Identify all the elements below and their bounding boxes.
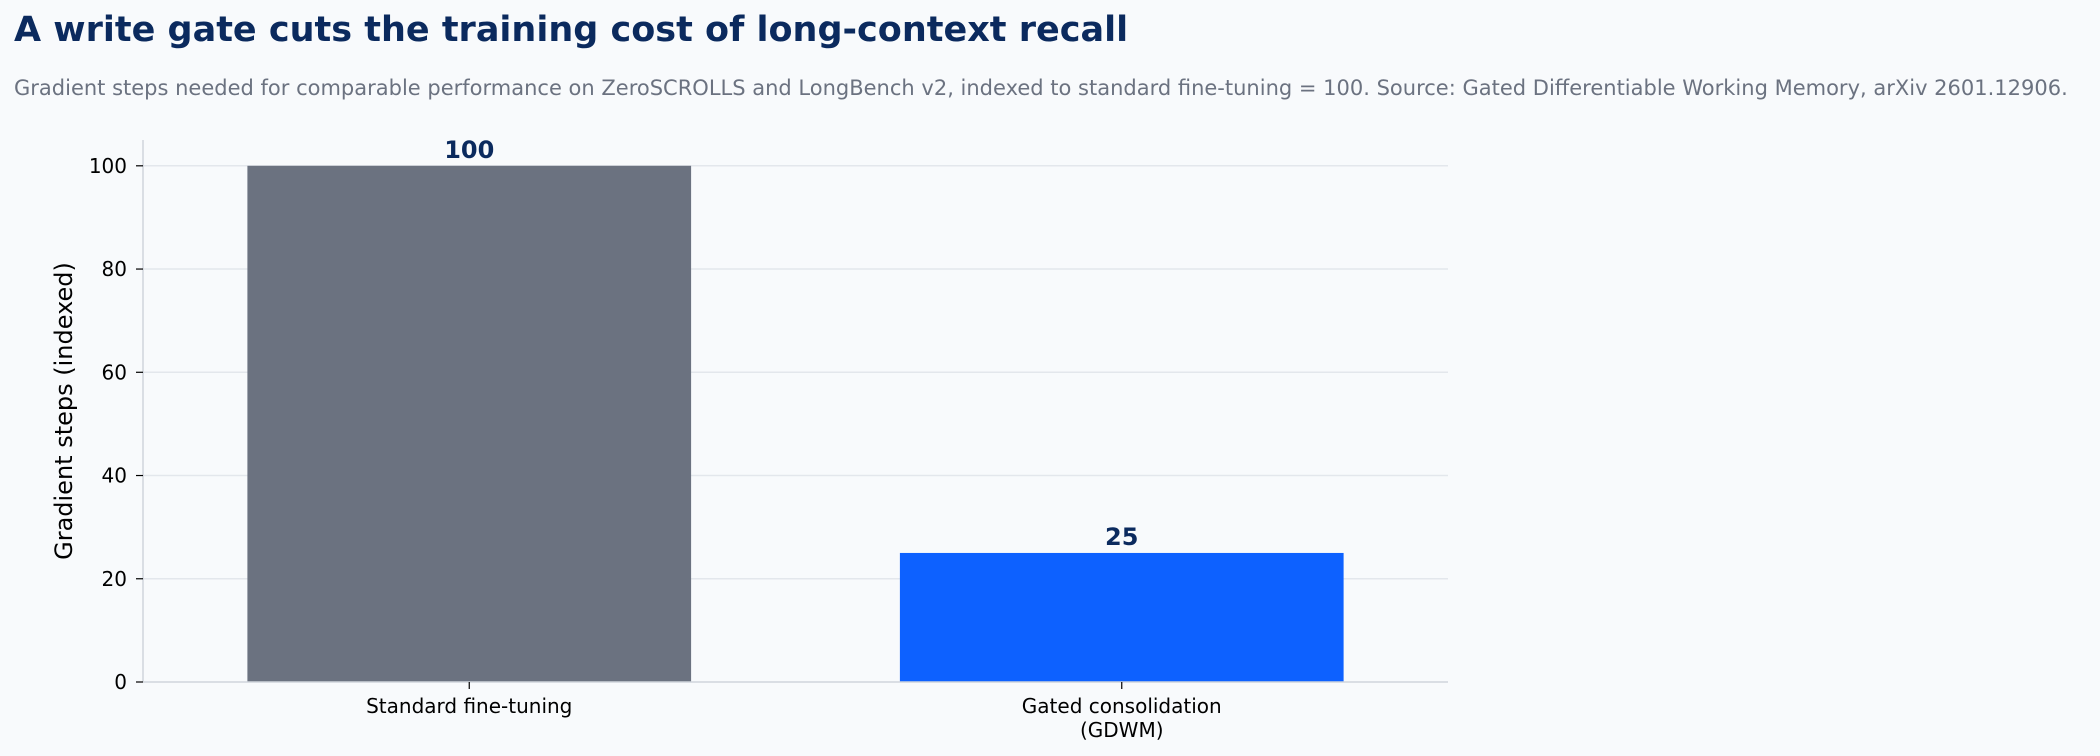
axes [142, 140, 1448, 683]
y-tick-label: 0 [114, 670, 127, 694]
value-label: 100 [444, 136, 494, 164]
value-labels: 100 25 [444, 136, 1138, 551]
bars [247, 165, 1344, 683]
x-tick-label: Gated consolidation [1022, 694, 1222, 718]
x-ticks: Standard fine-tuning Gated consolidation(… [366, 682, 1222, 742]
y-tick-label: 20 [102, 567, 127, 591]
y-tick-label: 100 [89, 154, 127, 178]
x-tick-label: Standard fine-tuning [366, 694, 572, 718]
y-ticks: 0 20 40 60 80 100 [89, 154, 143, 694]
y-tick-label: 40 [102, 464, 127, 488]
bar [899, 552, 1344, 682]
chart-subtitle: Gradient steps needed for comparable per… [14, 76, 2068, 100]
x-tick-label: (GDWM) [1080, 718, 1164, 742]
value-label: 25 [1105, 523, 1138, 551]
y-axis-label: Gradient steps (indexed) [50, 262, 78, 560]
chart-title: A write gate cuts the training cost of l… [14, 10, 1129, 50]
bar [247, 165, 692, 683]
y-tick-label: 80 [102, 257, 127, 281]
y-tick-label: 60 [102, 360, 127, 384]
